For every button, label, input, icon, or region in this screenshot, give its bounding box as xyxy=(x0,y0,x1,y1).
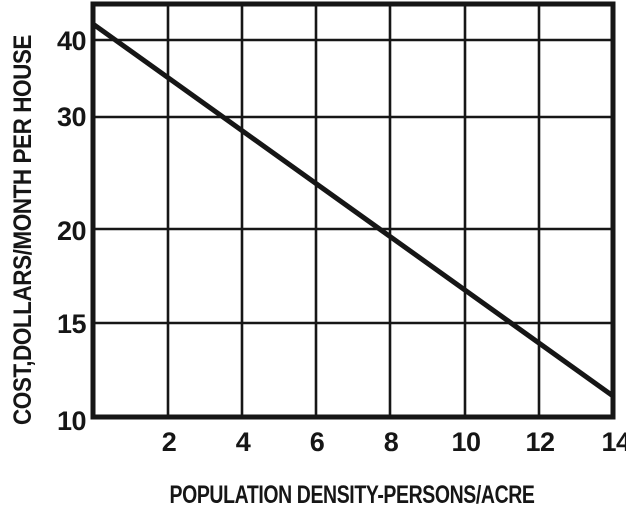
y-tick-40: 40 xyxy=(57,26,86,56)
y-tick-15: 15 xyxy=(57,309,87,339)
x-tick-labels: 2 4 6 8 10 12 14 xyxy=(162,427,626,457)
y-tick-labels: 40 30 20 15 10 xyxy=(57,26,87,436)
x-tick-14: 14 xyxy=(601,427,626,457)
y-axis-title: COST,DOLLARS/MONTH PER HOUSE xyxy=(9,35,37,425)
y-tick-10: 10 xyxy=(57,406,86,436)
x-tick-10: 10 xyxy=(451,427,480,457)
x-tick-6: 6 xyxy=(310,427,325,457)
x-tick-4: 4 xyxy=(236,427,251,457)
x-tick-12: 12 xyxy=(525,427,554,457)
y-tick-20: 20 xyxy=(57,216,86,246)
plot-border xyxy=(90,1,616,420)
x-tick-2: 2 xyxy=(162,427,177,457)
data-line xyxy=(91,21,615,399)
x-tick-8: 8 xyxy=(384,427,399,457)
y-tick-30: 30 xyxy=(57,102,86,132)
gridlines xyxy=(95,5,611,415)
x-axis-title: POPULATION DENSITY-PERSONS/ACRE xyxy=(170,481,535,509)
